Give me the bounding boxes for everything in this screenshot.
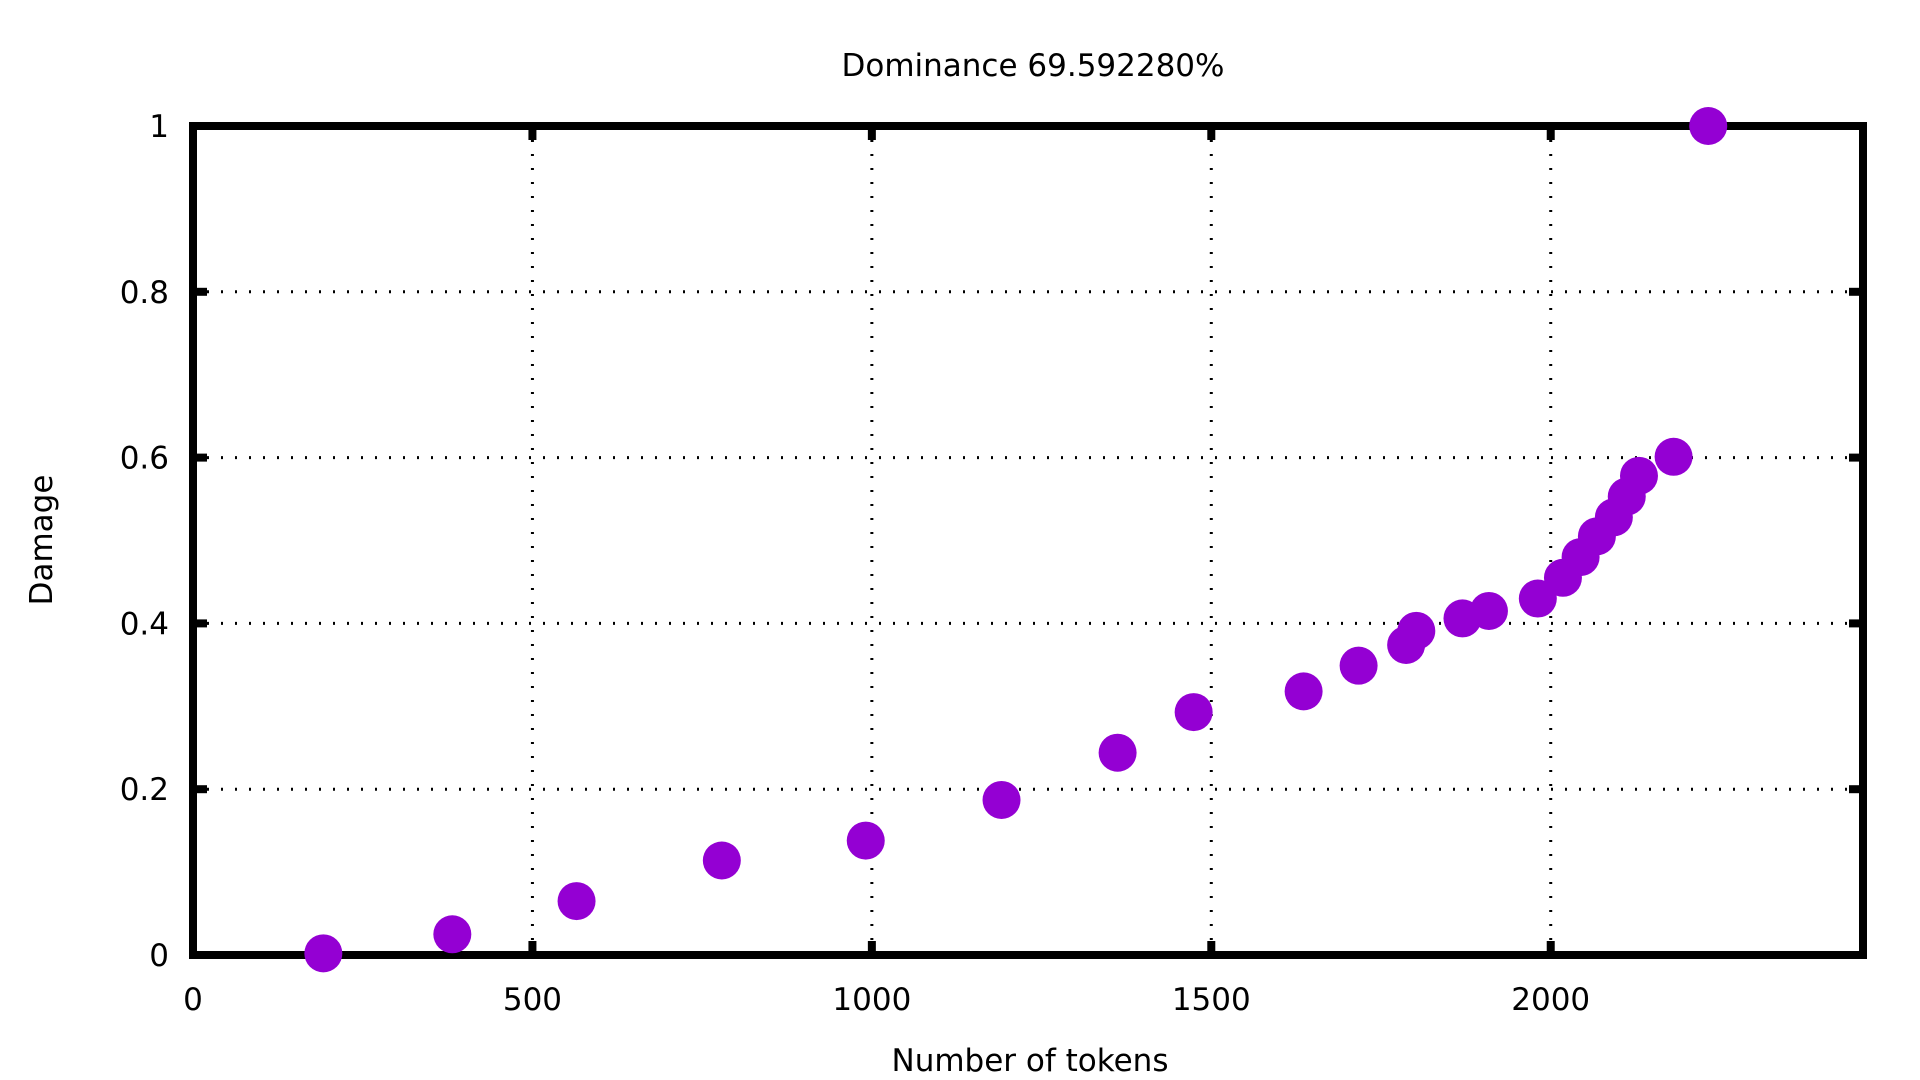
x-tick-label: 1000 [832, 982, 911, 1018]
data-point [1098, 733, 1137, 772]
x-tick-labels: 0 500 1000 1500 2000 [183, 982, 1590, 1018]
data-point [1689, 107, 1728, 145]
plot-frame [189, 122, 1867, 959]
data-point [1339, 646, 1378, 685]
data-point [1284, 672, 1323, 711]
y-tick-label: 0.8 [120, 275, 169, 311]
y-axis-title: Damage [24, 475, 60, 606]
data-point [304, 934, 343, 973]
y-tick-label: 0 [149, 938, 169, 974]
y-tick-labels: 0 0.2 0.4 0.6 0.8 1 [120, 109, 169, 974]
data-point [433, 915, 472, 954]
data-point [846, 821, 885, 860]
chart-title: Dominance 69.592280% [841, 48, 1224, 84]
data-points [304, 107, 1728, 973]
y-tick-label: 0.2 [120, 772, 169, 808]
data-point [1469, 591, 1508, 630]
x-tick-label: 1500 [1172, 982, 1251, 1018]
data-point [1654, 437, 1693, 476]
data-point [702, 841, 741, 880]
y-tick-label: 0.4 [120, 606, 169, 642]
data-point [982, 780, 1021, 819]
data-point [1174, 693, 1213, 732]
x-tick-label: 500 [503, 982, 562, 1018]
data-point [1518, 579, 1557, 618]
data-point [557, 882, 596, 921]
y-tick-label: 0.6 [120, 441, 169, 477]
x-tick-label: 0 [183, 982, 203, 1018]
x-tick-label: 2000 [1511, 982, 1590, 1018]
y-tick-label: 1 [149, 109, 169, 145]
x-axis-title: Number of tokens [892, 1043, 1169, 1079]
data-point [1619, 456, 1658, 495]
data-point [1397, 611, 1436, 650]
